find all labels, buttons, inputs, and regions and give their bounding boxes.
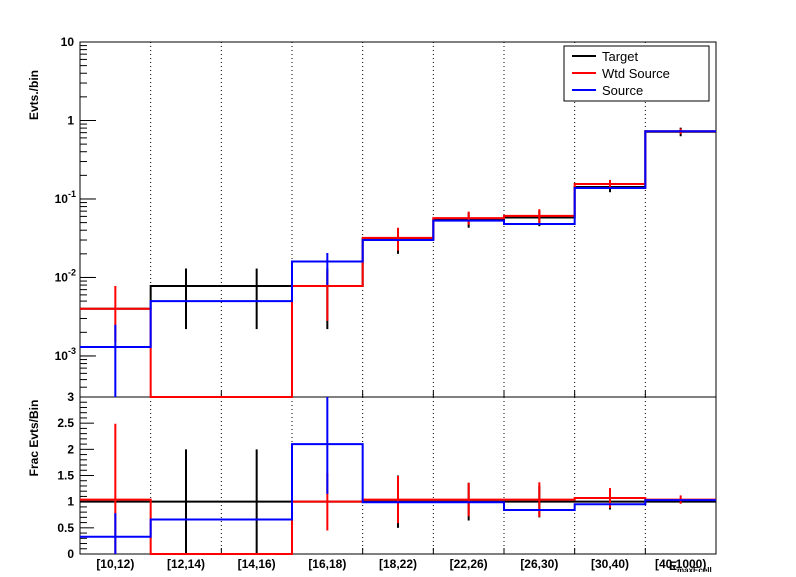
bottom-y-tick-label: 0.5: [57, 521, 74, 535]
tick-label-base: 10: [55, 270, 69, 284]
x-axis-label: EmaxEcell: [669, 559, 712, 572]
x-axis-label-subscript: maxEcell: [677, 566, 712, 572]
tick-label-exponent: -3: [68, 346, 76, 356]
x-axis-label-main: E: [669, 559, 677, 572]
bottom-y-tick-label: 3: [67, 390, 74, 404]
top-y-tick-label: 10-1: [55, 189, 76, 206]
legend-source-label: Source: [602, 83, 643, 98]
top-target-histogram: [80, 130, 716, 310]
legend-wtd-source-label: Wtd Source: [602, 66, 670, 81]
tick-label-exponent: -2: [68, 267, 76, 277]
tick-label-exponent: -1: [68, 189, 76, 199]
bottom-y-tick-label: 1.5: [57, 469, 74, 483]
x-tick-label: [10,12): [96, 557, 134, 571]
x-tick-label: [12,14): [167, 557, 205, 571]
top-y-tick-label: 10: [61, 35, 75, 49]
tick-label-base: 10: [55, 192, 69, 206]
x-tick-label: [26,30): [520, 557, 558, 571]
x-tick-label: [22,26): [450, 557, 488, 571]
bottom-y-tick-label: 2: [67, 442, 74, 456]
x-tick-label: [18,22): [379, 557, 417, 571]
legend-target-label: Target: [602, 49, 639, 64]
x-tick-label: [14,16): [238, 557, 276, 571]
bottom-y-tick-label: 1: [67, 495, 74, 509]
top-y-axis-label: Evts./bin: [27, 70, 41, 120]
top-y-tick-label: 10-3: [55, 346, 76, 363]
top-y-tick-label: 1: [67, 113, 74, 127]
x-tick-label: [40,1000): [655, 557, 706, 571]
bottom-y-tick-label: 0: [67, 547, 74, 561]
top-source-histogram: [80, 130, 716, 349]
bottom-y-tick-label: 2.5: [57, 416, 74, 430]
top-wtd-source-histogram: [80, 130, 716, 398]
bottom-y-axis-label: Frac Evts/Bin: [27, 400, 41, 477]
top-y-tick-label: 10-2: [55, 267, 76, 284]
bottom-source-histogram: [80, 443, 716, 538]
tick-label-base: 10: [55, 349, 69, 363]
x-tick-label: [16,18): [308, 557, 346, 571]
legend: Target Wtd Source Source: [563, 45, 710, 102]
x-tick-label: [30,40): [591, 557, 629, 571]
